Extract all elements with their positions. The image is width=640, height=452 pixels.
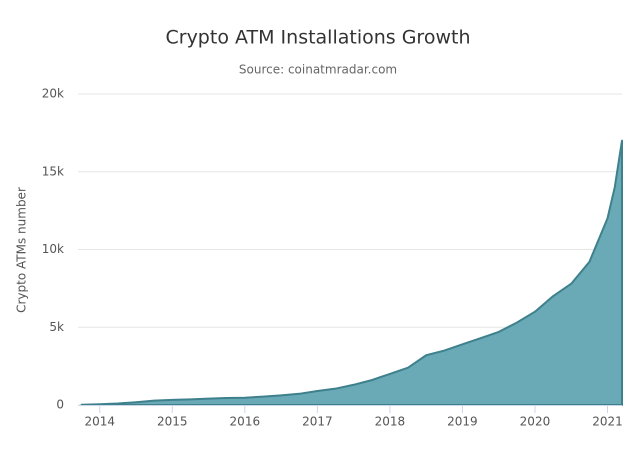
y-axis-label: Crypto ATMs number	[15, 187, 29, 313]
x-tick-label: 2020	[520, 415, 551, 429]
x-tick-label: 2019	[447, 415, 478, 429]
x-tick-label: 2017	[302, 415, 333, 429]
x-tick-label: 2014	[84, 415, 115, 429]
chart-subtitle: Source: coinatmradar.com	[239, 63, 397, 77]
y-tick-label: 15k	[42, 164, 64, 178]
y-tick-label: 20k	[42, 87, 64, 101]
x-tick-label: 2018	[375, 415, 406, 429]
x-tick-label: 2021	[592, 415, 623, 429]
y-tick-label: 10k	[42, 242, 64, 256]
area	[80, 139, 623, 406]
x-tick-label: 2015	[157, 415, 188, 429]
y-tick-label: 0	[56, 398, 64, 412]
chart-title: Crypto ATM Installations Growth	[165, 27, 470, 49]
y-tick-label: 5k	[49, 320, 64, 334]
x-tick-label: 2016	[230, 415, 261, 429]
